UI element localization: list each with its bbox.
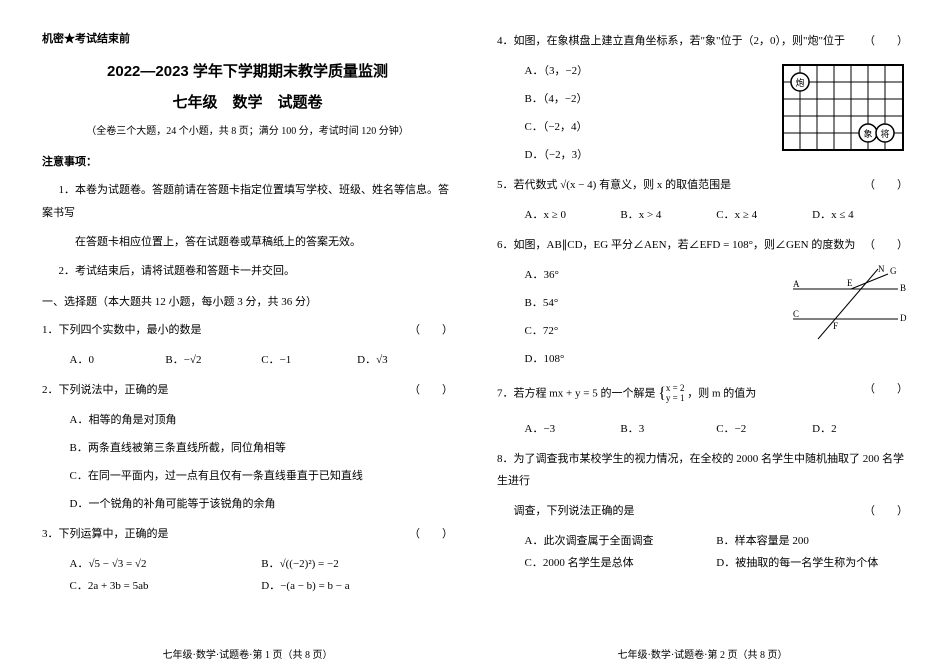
- q3-stem: 3．下列运算中，正确的是 （ ）: [42, 523, 453, 545]
- q1-text: 1．下列四个实数中，最小的数是: [42, 324, 202, 336]
- q8-opt-b: B．样本容量是 200: [716, 530, 908, 552]
- section-head-1: 一、选择题（本大题共 12 小题，每小题 3 分，共 36 分）: [42, 293, 453, 309]
- svg-text:N: N: [878, 264, 885, 274]
- q4-stem: 4．如图，在象棋盘上建立直角坐标系，若"象"位于（2，0），则"炮"位于 （ ）: [497, 30, 908, 52]
- q6-paren: （ ）: [864, 234, 908, 256]
- q7-opts: A．−3 B．3 C．−2 D．2: [497, 418, 908, 440]
- q5-paren: （ ）: [864, 174, 908, 196]
- q2-text: 2．下列说法中，正确的是: [42, 384, 169, 396]
- title-line-1: 2022—2023 学年下学期期末教学质量监测: [42, 60, 453, 81]
- q5-opt-b: B．x > 4: [620, 204, 716, 226]
- q8-paren: （ ）: [848, 500, 909, 522]
- q1-opt-b: B．−√2: [165, 349, 261, 371]
- footer-1: 七年级·数学·试题卷·第 1 页（共 8 页）: [42, 646, 453, 661]
- q1-opt-d: D．√3: [357, 349, 453, 371]
- svg-text:A: A: [793, 279, 800, 289]
- right-column: 4．如图，在象棋盘上建立直角坐标系，若"象"位于（2，0），则"炮"位于 （ ）…: [475, 30, 930, 661]
- angle-figure: A B C D E F G N: [783, 264, 908, 344]
- notice-head: 注意事项：: [42, 153, 453, 169]
- q3-opt-b: B．√((−2)²) = −2: [261, 553, 453, 575]
- q2-stem: 2．下列说法中，正确的是 （ ）: [42, 379, 453, 401]
- footer-2: 七年级·数学·试题卷·第 2 页（共 8 页）: [497, 646, 908, 661]
- svg-text:象: 象: [863, 128, 872, 139]
- q2-paren: （ ）: [409, 379, 453, 401]
- q2-opts: A．相等的角是对顶角 B．两条直线被第三条直线所截，同位角相等 C．在同一平面内…: [42, 409, 453, 515]
- q3-opts: A．√5 − √3 = √2 B．√((−2)²) = −2 C．2a + 3b…: [42, 553, 453, 597]
- svg-text:F: F: [833, 321, 838, 331]
- title-line-2: 七年级 数学 试题卷: [42, 91, 453, 112]
- q5-stem: 5．若代数式 √(x − 4) 有意义，则 x 的取值范围是 （ ）: [497, 174, 908, 196]
- q8-opts: A．此次调查属于全面调查 B．样本容量是 200 C．2000 名学生是总体 D…: [497, 530, 908, 574]
- q7-opt-a: A．−3: [525, 418, 621, 440]
- q3-text: 3．下列运算中，正确的是: [42, 528, 169, 540]
- q6-text: 6．如图，AB∥CD，EG 平分∠AEN，若∠EFD = 108°，则∠GEN …: [497, 239, 855, 251]
- svg-text:将: 将: [880, 129, 889, 139]
- q7-opt-c: C．−2: [716, 418, 812, 440]
- q5-opt-a: A．x ≥ 0: [525, 204, 621, 226]
- q6-opt-d: D．108°: [525, 348, 909, 370]
- q7-system: x = 2y = 1: [666, 384, 685, 404]
- svg-text:G: G: [890, 266, 897, 276]
- svg-text:炮: 炮: [795, 77, 804, 88]
- q6-stem: 6．如图，AB∥CD，EG 平分∠AEN，若∠EFD = 108°，则∠GEN …: [497, 234, 908, 256]
- q3-paren: （ ）: [409, 523, 453, 545]
- q5-opt-d: D．x ≤ 4: [812, 204, 908, 226]
- q1-opts: A．0 B．−√2 C．−1 D．√3: [42, 349, 453, 371]
- q7-stem: 7．若方程 mx + y = 5 的一个解是 {x = 2y = 1 ，则 m …: [497, 378, 908, 410]
- q8-opt-a: A．此次调查属于全面调查: [525, 530, 717, 552]
- svg-text:E: E: [847, 278, 853, 288]
- notice-2: 2．考试结束后，请将试题卷和答题卡一并交回。: [42, 260, 453, 283]
- q5-text: 5．若代数式 √(x − 4) 有意义，则 x 的取值范围是: [497, 179, 731, 191]
- q4-text: 4．如图，在象棋盘上建立直角坐标系，若"象"位于（2，0），则"炮"位于: [497, 35, 845, 47]
- q8-stem-a: 8．为了调查我市某校学生的视力情况，在全校的 2000 名学生中随机抽取了 20…: [497, 448, 908, 492]
- q8-opt-c: C．2000 名学生是总体: [525, 552, 717, 574]
- notice-1a: 1．本卷为试题卷。答题前请在答题卡指定位置填写学校、班级、姓名等信息。答案书写: [42, 179, 453, 225]
- q5-opt-c: C．x ≥ 4: [716, 204, 812, 226]
- q2-opt-a: A．相等的角是对顶角: [70, 409, 454, 431]
- q1-opt-c: C．−1: [261, 349, 357, 371]
- q1-paren: （ ）: [409, 319, 453, 341]
- brace-icon: {: [658, 378, 666, 410]
- q3-opt-a: A．√5 − √3 = √2: [70, 553, 262, 575]
- svg-text:C: C: [793, 309, 799, 319]
- q1-opt-a: A．0: [70, 349, 166, 371]
- q2-opt-d: D．一个锐角的补角可能等于该锐角的余角: [70, 493, 454, 515]
- q5-opts: A．x ≥ 0 B．x > 4 C．x ≥ 4 D．x ≤ 4: [497, 204, 908, 226]
- q7-text-b: ，则 m 的值为: [687, 388, 756, 400]
- q7-paren: （ ）: [864, 378, 908, 400]
- q4-paren: （ ）: [864, 30, 908, 52]
- q2-opt-c: C．在同一平面内，过一点有且仅有一条直线垂直于已知直线: [70, 465, 454, 487]
- q8-opt-d: D．被抽取的每一名学生称为个体: [716, 552, 908, 574]
- notice-1b: 在答题卡相应位置上，答在试题卷或草稿纸上的答案无效。: [42, 231, 453, 254]
- svg-text:B: B: [900, 283, 906, 293]
- q1-stem: 1．下列四个实数中，最小的数是 （ ）: [42, 319, 453, 341]
- page-wrap: 机密★考试结束前 2022—2023 学年下学期期末教学质量监测 七年级 数学 …: [0, 0, 950, 671]
- meta-line: （全卷三个大题，24 个小题，共 8 页；满分 100 分，考试时间 120 分…: [42, 122, 453, 137]
- q7-opt-b: B．3: [620, 418, 716, 440]
- secret-line: 机密★考试结束前: [42, 30, 453, 46]
- q7-opt-d: D．2: [812, 418, 908, 440]
- svg-text:D: D: [900, 313, 907, 323]
- left-column: 机密★考试结束前 2022—2023 学年下学期期末教学质量监测 七年级 数学 …: [20, 30, 475, 661]
- chess-figure: 炮 象 将: [778, 60, 908, 155]
- q3-opt-c: C．2a + 3b = 5ab: [70, 575, 262, 597]
- q7-text-a: 7．若方程 mx + y = 5 的一个解是: [497, 388, 655, 400]
- q3-opt-d: D．−(a − b) = b − a: [261, 575, 453, 597]
- q2-opt-b: B．两条直线被第三条直线所截，同位角相等: [70, 437, 454, 459]
- q8-stem-b: 调查，下列说法正确的是 （ ）: [497, 500, 908, 522]
